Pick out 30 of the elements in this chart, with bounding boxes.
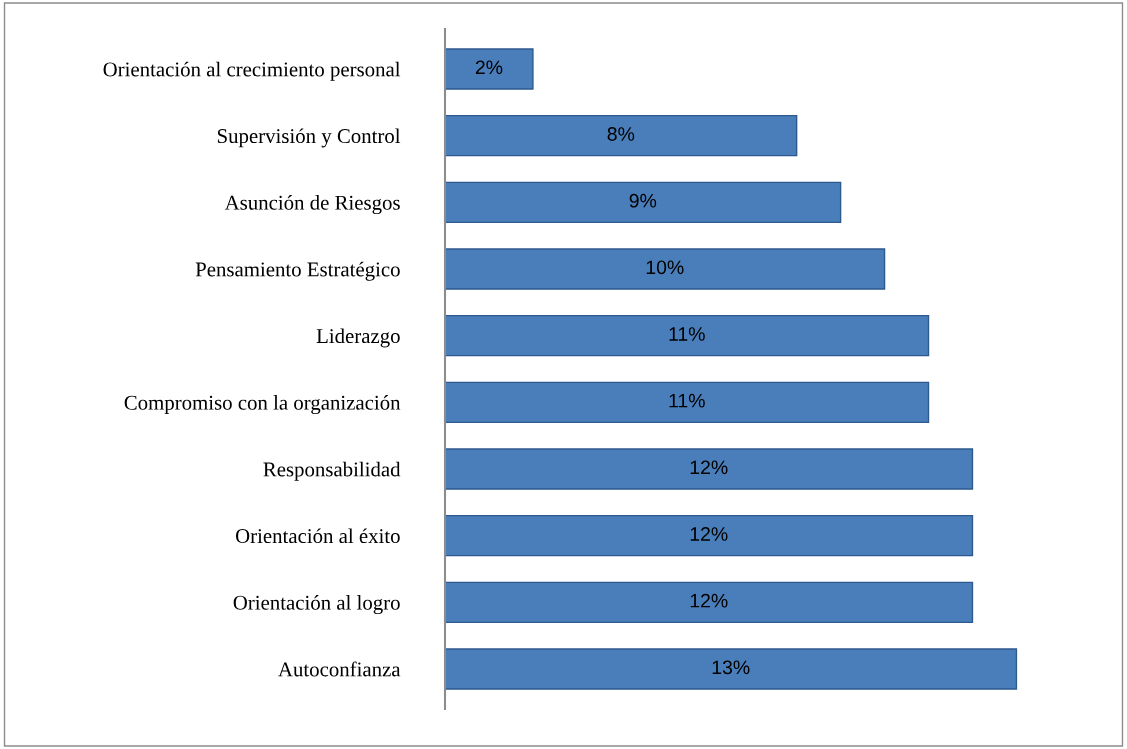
y-tick-label: Orientación al crecimiento personal bbox=[103, 61, 401, 81]
bar bbox=[445, 381, 930, 424]
y-tick-label: Pensamiento Estratégico bbox=[195, 261, 400, 281]
y-tick-label: Orientación al éxito bbox=[235, 528, 400, 544]
bar bbox=[445, 648, 1018, 690]
bar bbox=[445, 48, 534, 90]
bar bbox=[445, 114, 798, 157]
bar bbox=[445, 248, 886, 290]
data-label: 9% bbox=[629, 193, 657, 208]
y-tick-label: Autoconfianza bbox=[278, 661, 401, 677]
data-label: 12% bbox=[690, 593, 728, 608]
data-label: 8% bbox=[607, 127, 635, 141]
data-label: 11% bbox=[669, 327, 705, 341]
y-tick-label: Responsabilidad bbox=[263, 461, 401, 481]
y-tick-label: Liderazgo bbox=[316, 328, 400, 348]
data-label: 10% bbox=[646, 260, 684, 275]
data-label: 11% bbox=[669, 393, 705, 408]
bar bbox=[445, 581, 974, 624]
bar bbox=[445, 448, 974, 490]
bar bbox=[445, 514, 974, 557]
y-tick-label: Orientación al logro bbox=[233, 595, 400, 615]
data-label: 12% bbox=[690, 527, 728, 541]
bar bbox=[445, 181, 842, 224]
data-label: 2% bbox=[475, 60, 503, 75]
data-label: 12% bbox=[690, 460, 728, 475]
bar bbox=[445, 314, 930, 357]
y-tick-label: Asunción de Riesgos bbox=[224, 195, 400, 215]
y-tick-label: Compromiso con la organización bbox=[124, 395, 401, 415]
y-tick-label: Supervisión y Control bbox=[217, 128, 401, 148]
data-label: 13% bbox=[712, 660, 750, 675]
